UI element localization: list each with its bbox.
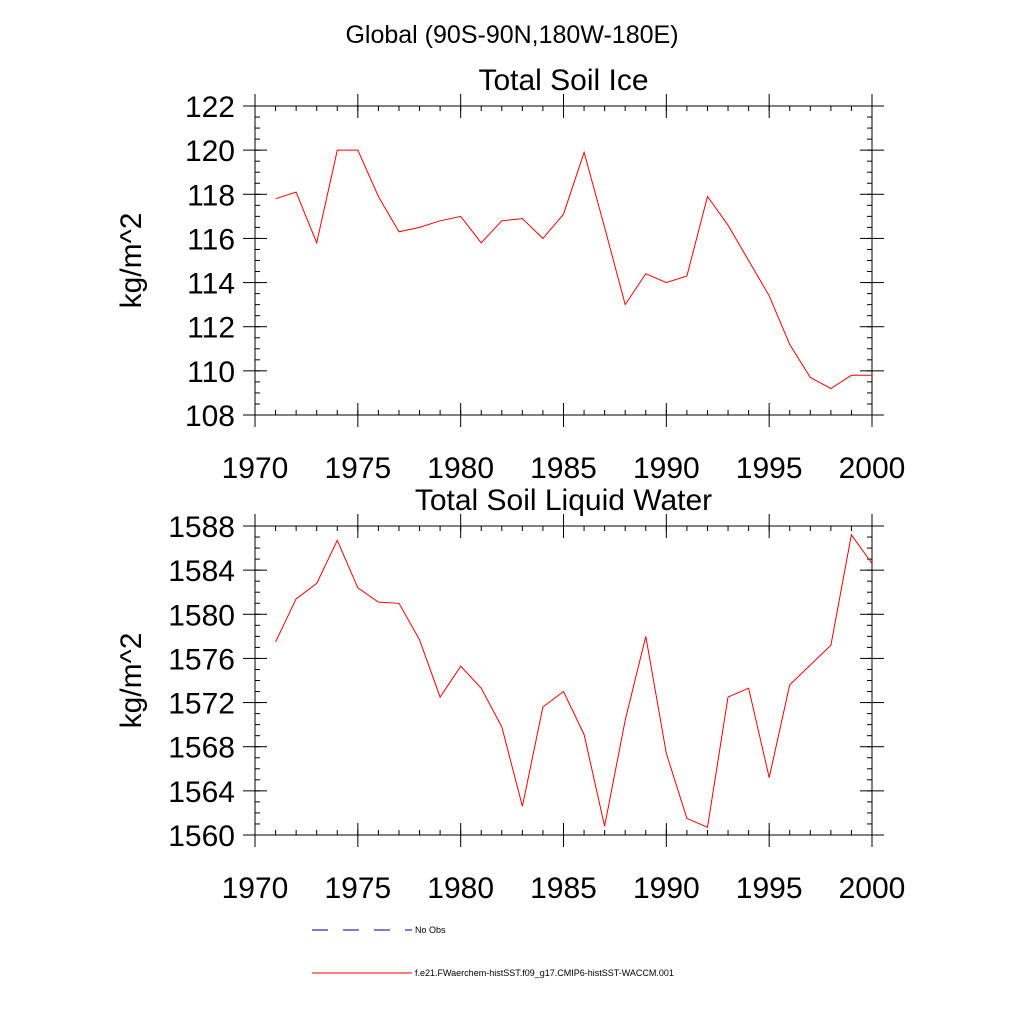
legend-label-no-obs: No Obs bbox=[415, 925, 446, 935]
y-tick-label: 110 bbox=[187, 356, 235, 389]
x-tick-label: 2000 bbox=[839, 872, 906, 905]
y-tick-label: 1588 bbox=[168, 511, 235, 544]
y-axis-label: kg/m^2 bbox=[115, 633, 148, 729]
y-tick-label: 1584 bbox=[168, 555, 235, 588]
legend-label-model-run: f.e21.FWaerchem-histSST.f09_g17.CMIP6-hi… bbox=[415, 968, 674, 978]
x-tick-label: 1990 bbox=[633, 452, 700, 485]
x-tick-label: 1985 bbox=[530, 452, 597, 485]
x-tick-label: 1980 bbox=[427, 452, 494, 485]
y-tick-label: 1564 bbox=[168, 776, 235, 809]
legend-item-model-run: f.e21.FWaerchem-histSST.f09_g17.CMIP6-hi… bbox=[312, 968, 674, 978]
y-tick-label: 120 bbox=[185, 135, 235, 168]
y-tick-label: 122 bbox=[185, 91, 235, 124]
y-tick-label: 1580 bbox=[168, 599, 235, 632]
chart-title: Total Soil Liquid Water bbox=[415, 484, 712, 517]
x-tick-label: 1990 bbox=[633, 872, 700, 905]
x-tick-label: 1985 bbox=[530, 872, 597, 905]
y-tick-label: 1576 bbox=[168, 643, 235, 676]
panel-total-soil-ice: Total Soil Ice kg/m^2 1970 1975 1980 1985 1990… bbox=[115, 64, 905, 485]
x-tick-label: 1980 bbox=[427, 872, 494, 905]
y-tick-label: 1568 bbox=[168, 732, 235, 765]
x-tick-label: 2000 bbox=[839, 452, 906, 485]
legend: No Obs f.e21.FWaerchem-histSST.f09_g17.C… bbox=[312, 925, 674, 978]
chart-title: Total Soil Ice bbox=[478, 64, 648, 97]
y-tick-label: 1560 bbox=[168, 820, 235, 853]
series-line-0 bbox=[275, 149, 872, 390]
y-tick-label: 108 bbox=[185, 400, 235, 433]
x-tick-label: 1970 bbox=[222, 872, 289, 905]
y-tick-label: 118 bbox=[187, 179, 235, 212]
legend-item-no-obs: No Obs bbox=[312, 925, 446, 935]
x-tick-label: 1975 bbox=[324, 872, 391, 905]
y-tick-label: 1572 bbox=[168, 688, 235, 721]
y-tick-label: 112 bbox=[187, 312, 235, 345]
x-tick-label: 1995 bbox=[736, 452, 803, 485]
y-tick-label: 114 bbox=[187, 268, 235, 301]
y-tick-label: 116 bbox=[187, 223, 235, 256]
y-axis-label: kg/m^2 bbox=[115, 213, 148, 309]
x-tick-label: 1975 bbox=[324, 452, 391, 485]
figure-title: Global (90S-90N,180W-180E) bbox=[345, 21, 678, 49]
series-line-0 bbox=[275, 533, 873, 829]
x-tick-label: 1970 bbox=[222, 452, 289, 485]
panel-total-soil-liquid-water: Total Soil Liquid Water kg/m^2 1970 1975 198… bbox=[115, 484, 905, 905]
x-tick-label: 1995 bbox=[736, 872, 803, 905]
